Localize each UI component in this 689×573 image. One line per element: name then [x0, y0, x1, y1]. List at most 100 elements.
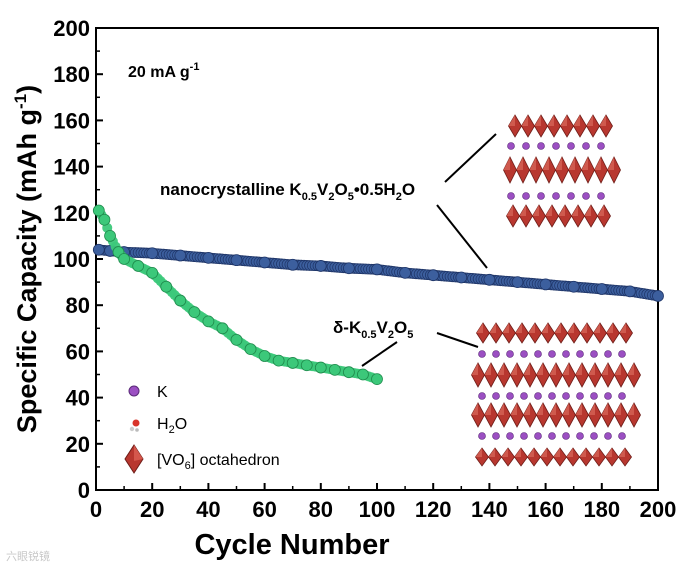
k-atom: [590, 432, 598, 440]
data-point: [258, 350, 271, 362]
k-atom: [522, 142, 530, 150]
data-point: [174, 249, 187, 262]
octahedron-face: [554, 323, 561, 333]
octahedron-face: [501, 448, 508, 457]
water-molecule-icon: [129, 419, 140, 432]
k-atom: [576, 432, 584, 440]
k-atom: [552, 142, 560, 150]
data-point: [160, 280, 173, 293]
octahedron-face: [599, 115, 606, 126]
data-point: [202, 251, 215, 264]
octahedron-face: [541, 323, 548, 333]
x-tick-label: 180: [583, 497, 620, 522]
y-tick-label: 40: [66, 386, 90, 411]
data-point: [92, 204, 105, 217]
crystal-structure-hydrated: [503, 114, 621, 228]
k-atom: [576, 350, 584, 358]
octahedron-face: [592, 448, 599, 457]
y-tick-label: 140: [53, 155, 90, 180]
data-point: [399, 266, 412, 279]
octahedron-face: [484, 363, 491, 375]
data-point: [188, 306, 201, 319]
octahedron-face: [627, 403, 634, 415]
octahedron-face: [497, 363, 504, 375]
k-atom: [522, 192, 530, 200]
octahedron-face: [607, 157, 614, 170]
legend-label-k: K: [157, 384, 168, 401]
octahedron-face: [549, 403, 556, 415]
octahedron-face: [597, 205, 604, 216]
octahedron-face: [527, 448, 534, 457]
octahedron-face: [497, 403, 504, 415]
data-point: [258, 256, 271, 269]
k-atom: [567, 142, 575, 150]
octahedron-face: [534, 115, 541, 126]
data-point: [314, 361, 327, 374]
annotation-hydrated: nanocrystalline K0.5V2O5•0.5H2O: [160, 180, 415, 203]
octahedron-face: [584, 205, 591, 216]
condition-label: 20 mA g-1: [128, 61, 199, 81]
octahedron-face: [619, 323, 626, 333]
k-atom: [562, 432, 570, 440]
k-atom: [478, 392, 486, 400]
data-point: [371, 263, 383, 276]
octahedron-face: [471, 363, 478, 375]
x-tick-label: 0: [90, 497, 102, 522]
watermark: 六眼锐镜: [6, 550, 50, 563]
k-atom: [520, 392, 528, 400]
y-tick-label: 0: [78, 478, 90, 503]
data-point: [342, 262, 355, 275]
x-axis-label: Cycle Number: [194, 529, 389, 561]
octahedron-face: [594, 157, 601, 170]
data-point: [342, 366, 355, 379]
octahedron-face: [614, 363, 621, 375]
pointer-line-hydrated-upper: [444, 133, 497, 183]
axis-ticks: 0 20 40 60 80 100 120 140 160 180 200 0 20 40 60 80 100 1…: [53, 16, 676, 522]
k-atom: [604, 432, 612, 440]
octahedron-face: [549, 363, 556, 375]
k-atom: [548, 392, 556, 400]
k-atom: [537, 142, 545, 150]
x-tick-label: 140: [471, 497, 508, 522]
octahedron-face: [581, 157, 588, 170]
octahedron-face: [568, 157, 575, 170]
data-point: [300, 359, 313, 372]
octahedron-face: [614, 403, 621, 415]
octahedron-face: [536, 403, 543, 415]
x-tick-label: 40: [196, 497, 220, 522]
k-atom: [506, 350, 514, 358]
k-atom: [520, 350, 528, 358]
octahedron-face: [573, 115, 580, 126]
data-point: [286, 357, 299, 369]
data-point: [595, 283, 608, 295]
k-atom: [507, 142, 515, 150]
octahedron-face: [471, 403, 478, 415]
data-point: [357, 368, 369, 381]
y-tick-label: 200: [53, 16, 90, 41]
legend-label-octahedron: [VO6] octahedron: [157, 452, 280, 472]
octahedron-face: [519, 205, 526, 216]
octahedron-face: [532, 205, 539, 216]
octahedron-face: [555, 157, 562, 170]
data-point: [539, 278, 552, 291]
octahedron-face: [586, 115, 593, 126]
octahedron-face: [536, 363, 543, 375]
data-point: [567, 280, 580, 293]
legend: K H2O [VO6] octahedron: [124, 384, 280, 474]
pointer-line-delta-right: [436, 332, 479, 348]
octahedron-face: [601, 403, 608, 415]
k-atom: [492, 350, 500, 358]
octahedron-face: [558, 205, 565, 216]
octahedron-face: [515, 323, 522, 333]
k-atom: [534, 350, 542, 358]
octahedron-face: [547, 115, 554, 126]
octahedron-face: [476, 323, 483, 333]
octahedron-face: [601, 363, 608, 375]
data-point: [483, 273, 496, 286]
k-atom: [618, 392, 626, 400]
k-atom: [590, 392, 598, 400]
octahedron-face: [627, 363, 634, 375]
data-point: [98, 213, 111, 226]
k-atom: [582, 192, 590, 200]
k-atom: [597, 192, 605, 200]
